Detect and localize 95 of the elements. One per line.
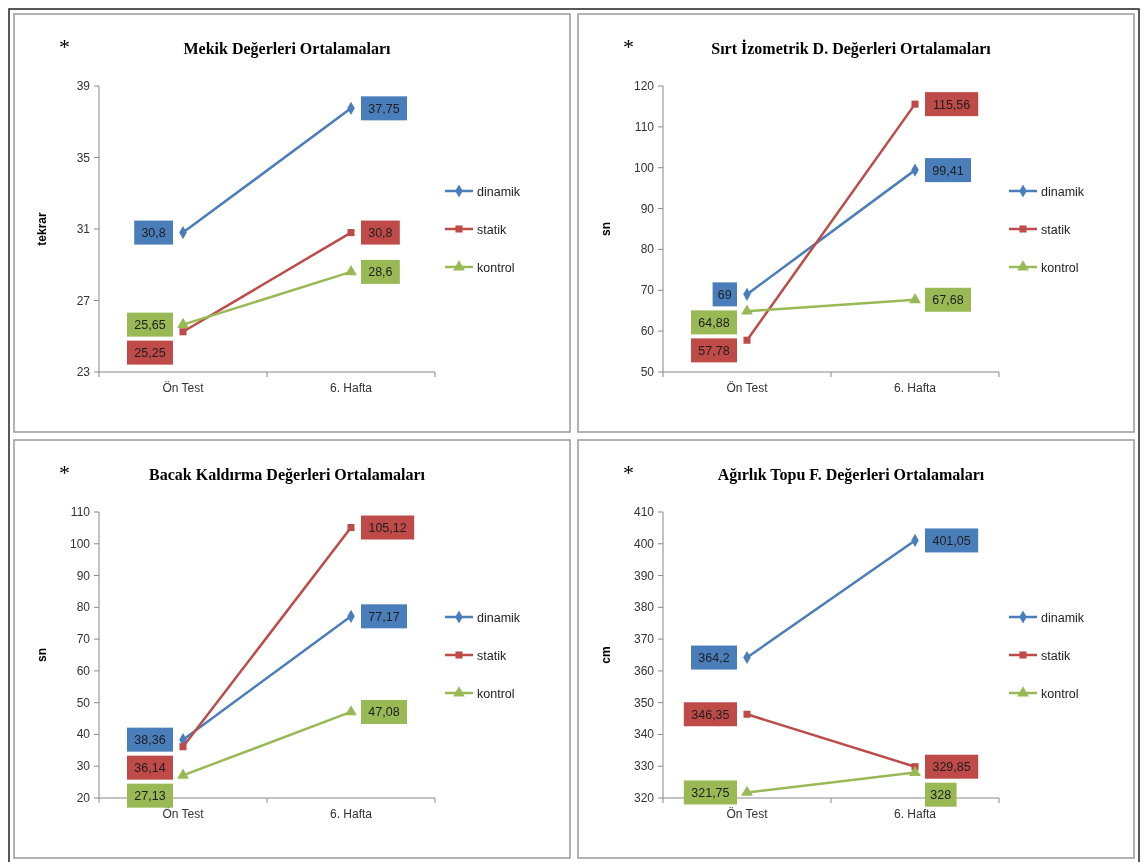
y-tick-label: 31	[76, 222, 91, 236]
data-label: 69	[717, 287, 732, 302]
y-tick-label: 60	[640, 324, 655, 339]
y-tick-label: 23	[76, 365, 91, 379]
chart-title: Mekik Değerleri Ortalamaları	[183, 40, 392, 58]
y-tick-label: 380	[633, 600, 655, 615]
y-tick-label: 370	[633, 632, 655, 647]
y-tick-label: 39	[76, 79, 91, 93]
y-tick-label: 100	[69, 536, 91, 551]
chart-title: Sırt İzometrik D. Değerleri Ortalamaları	[711, 39, 992, 58]
data-label: 99,41	[932, 163, 964, 178]
point	[743, 710, 751, 718]
y-tick-label: 110	[70, 505, 91, 519]
y-tick-label: 27	[76, 293, 91, 308]
data-label: 30,8	[141, 226, 166, 241]
y-tick-label: 90	[76, 568, 91, 583]
data-label: 67,68	[932, 293, 964, 308]
x-tick-label: Ön Test	[162, 381, 205, 395]
data-label: 38,36	[134, 733, 166, 748]
legend-label: statik	[477, 222, 507, 237]
x-tick-label: 6. Hafta	[329, 381, 373, 395]
y-tick-label: 330	[633, 759, 655, 774]
x-tick-label: Ön Test	[726, 807, 769, 821]
y-tick-label: 400	[633, 536, 655, 551]
y-tick-label: 20	[76, 791, 91, 805]
data-label: 57,78	[698, 343, 730, 358]
data-label: 47,08	[368, 705, 400, 720]
x-tick-label: 6. Hafta	[893, 807, 937, 821]
y-tick-label: 70	[76, 632, 91, 647]
y-tick-label: 40	[76, 727, 91, 742]
y-tick-label: 50	[76, 695, 91, 710]
x-tick-label: Ön Test	[162, 807, 205, 821]
y-tick-label: 35	[76, 150, 91, 165]
point	[743, 336, 751, 344]
y-tick-label: 110	[634, 119, 655, 134]
y-tick-label: 120	[633, 79, 655, 93]
data-label: 77,17	[368, 609, 400, 624]
legend-label: statik	[1041, 222, 1071, 237]
text: *	[59, 34, 70, 59]
data-label: 37,75	[368, 101, 400, 116]
y-tick-label: 100	[633, 160, 655, 175]
legend-label: statik	[1041, 648, 1071, 663]
y-axis-title: sn	[599, 221, 613, 237]
x-tick-label: 6. Hafta	[329, 807, 373, 821]
data-label: 328	[930, 788, 952, 803]
legend-label: dinamik	[1041, 184, 1085, 199]
data-label: 346,35	[691, 707, 730, 722]
y-tick-label: 390	[633, 568, 655, 583]
point	[911, 100, 919, 108]
y-tick-label: 350	[633, 695, 655, 710]
data-label: 64,88	[698, 315, 730, 330]
y-tick-label: 50	[640, 365, 655, 379]
y-axis-title: sn	[35, 647, 49, 663]
text: *	[623, 34, 634, 59]
legend-label: dinamik	[477, 610, 521, 625]
x-tick-label: 6. Hafta	[893, 381, 937, 395]
chart-title: Bacak Kaldırma Değerleri Ortalamaları	[149, 466, 426, 484]
y-axis-title: cm	[599, 646, 613, 664]
data-label: 329,85	[932, 760, 971, 775]
data-label: 25,65	[134, 318, 166, 333]
legend-label: dinamik	[1041, 610, 1085, 625]
y-tick-label: 90	[640, 201, 655, 216]
legend-label: kontrol	[477, 260, 515, 275]
legend-label: kontrol	[1041, 686, 1079, 701]
y-tick-label: 340	[633, 727, 655, 742]
text: *	[623, 460, 634, 485]
text: *	[59, 460, 70, 485]
legend-label: dinamik	[477, 184, 521, 199]
point	[347, 229, 355, 237]
data-label: 401,05	[932, 533, 971, 548]
y-tick-label: 80	[76, 600, 91, 615]
data-label: 321,75	[691, 785, 730, 800]
y-tick-label: 320	[633, 791, 655, 805]
data-label: 115,56	[932, 97, 971, 112]
data-label: 105,12	[368, 521, 407, 536]
legend-label: statik	[477, 648, 507, 663]
y-tick-label: 410	[633, 505, 655, 519]
y-tick-label: 360	[633, 663, 655, 678]
x-tick-label: Ön Test	[726, 381, 769, 395]
data-label: 27,13	[134, 789, 166, 804]
data-label: 36,14	[134, 761, 166, 776]
data-label: 25,25	[134, 346, 166, 361]
point	[347, 523, 355, 532]
data-label: 30,8	[368, 226, 393, 241]
y-tick-label: 60	[76, 663, 91, 678]
y-tick-label: 70	[640, 283, 655, 298]
data-label: 364,2	[698, 651, 730, 666]
data-label: 28,6	[368, 265, 393, 280]
point	[179, 328, 187, 336]
y-tick-label: 30	[76, 759, 91, 774]
legend-label: kontrol	[1041, 260, 1079, 275]
chart-title: Ağırlık Topu F. Değerleri Ortalamaları	[717, 466, 985, 484]
legend-label: kontrol	[477, 686, 515, 701]
y-tick-label: 80	[640, 242, 655, 257]
y-axis-title: tekrar	[35, 211, 49, 246]
